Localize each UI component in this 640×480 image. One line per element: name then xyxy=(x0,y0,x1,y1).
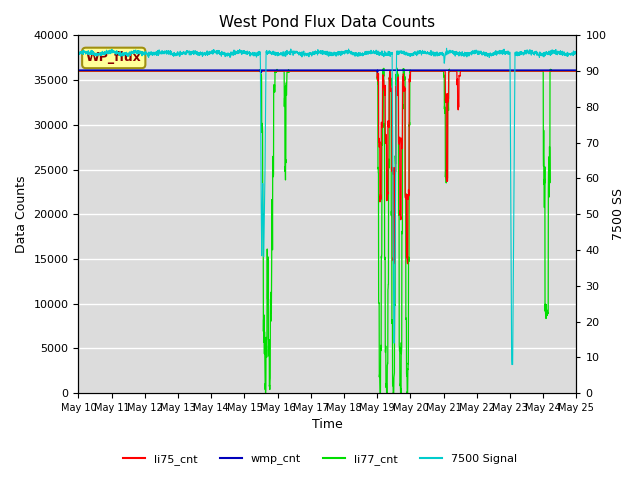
X-axis label: Time: Time xyxy=(312,419,343,432)
Y-axis label: Data Counts: Data Counts xyxy=(15,176,28,253)
Y-axis label: 7500 SS: 7500 SS xyxy=(612,188,625,240)
Text: WP_flux: WP_flux xyxy=(86,51,141,64)
Legend: li75_cnt, wmp_cnt, li77_cnt, 7500 Signal: li75_cnt, wmp_cnt, li77_cnt, 7500 Signal xyxy=(118,450,522,469)
Title: West Pond Flux Data Counts: West Pond Flux Data Counts xyxy=(220,15,435,30)
